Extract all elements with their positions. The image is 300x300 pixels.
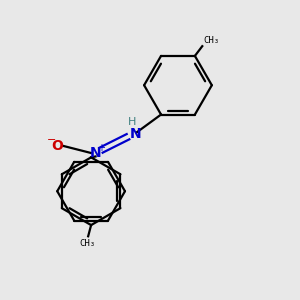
- Text: N: N: [90, 146, 101, 160]
- Text: CH₃: CH₃: [80, 239, 96, 248]
- Text: H: H: [128, 117, 136, 127]
- Text: CH₃: CH₃: [204, 36, 220, 45]
- Text: N: N: [130, 127, 141, 141]
- Text: O: O: [51, 139, 63, 153]
- Text: +: +: [97, 142, 105, 153]
- Text: −: −: [47, 135, 56, 145]
